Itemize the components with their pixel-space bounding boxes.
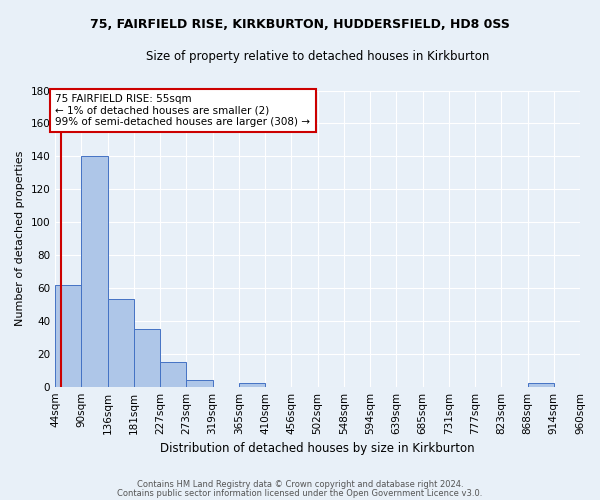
Bar [187,380,212,386]
Bar [239,384,265,386]
Y-axis label: Number of detached properties: Number of detached properties [15,151,25,326]
Text: Contains public sector information licensed under the Open Government Licence v3: Contains public sector information licen… [118,490,482,498]
Bar [160,362,187,386]
X-axis label: Distribution of detached houses by size in Kirkburton: Distribution of detached houses by size … [160,442,475,455]
Text: 75 FAIRFIELD RISE: 55sqm
← 1% of detached houses are smaller (2)
99% of semi-det: 75 FAIRFIELD RISE: 55sqm ← 1% of detache… [55,94,310,127]
Bar [55,284,82,386]
Text: Contains HM Land Registry data © Crown copyright and database right 2024.: Contains HM Land Registry data © Crown c… [137,480,463,489]
Title: Size of property relative to detached houses in Kirkburton: Size of property relative to detached ho… [146,50,489,63]
Text: 75, FAIRFIELD RISE, KIRKBURTON, HUDDERSFIELD, HD8 0SS: 75, FAIRFIELD RISE, KIRKBURTON, HUDDERSF… [90,18,510,30]
Bar [134,329,160,386]
Bar [107,300,134,386]
Bar [82,156,107,386]
Bar [527,384,554,386]
